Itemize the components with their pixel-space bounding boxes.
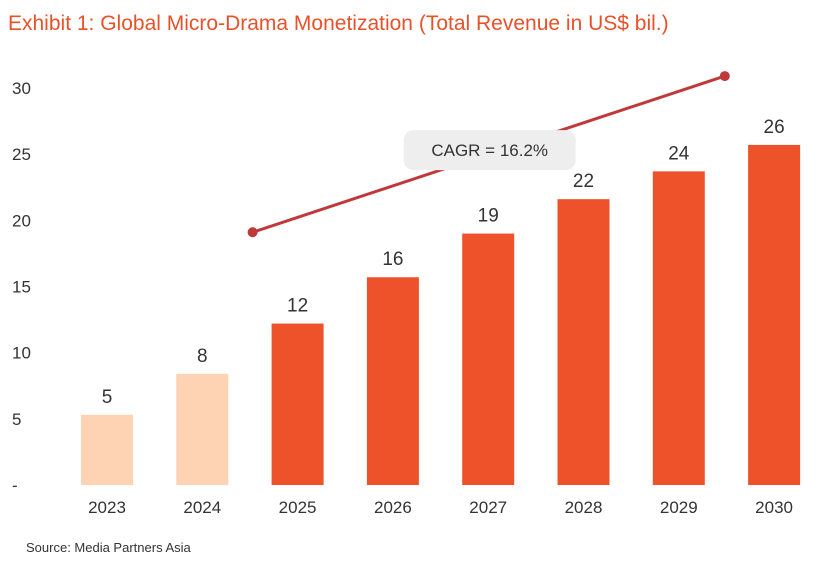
trend-start-marker [247, 227, 258, 238]
x-tick-label: 2024 [183, 498, 221, 517]
x-tick-label: 2028 [565, 498, 603, 517]
x-tick-label: 2026 [374, 498, 412, 517]
source-note: Source: Media Partners Asia [26, 540, 191, 555]
x-tick-label: 2029 [660, 498, 698, 517]
cagr-label: CAGR = 16.2% [431, 141, 548, 160]
data-label-2023: 5 [102, 387, 113, 408]
data-label-2028: 22 [573, 171, 594, 192]
y-tick-label: 10 [12, 344, 31, 363]
cagr-trend: CAGR = 16.2% [247, 71, 730, 238]
y-tick-label: 15 [12, 278, 31, 297]
cagr-label-box [403, 130, 576, 171]
trend-end-marker [719, 71, 730, 82]
x-tick-label: 2023 [88, 498, 126, 517]
chart-title: Exhibit 1: Global Micro-Drama Monetizati… [8, 12, 669, 35]
bar-2030 [748, 144, 801, 486]
data-label-2029: 24 [668, 143, 690, 164]
bar-2028 [557, 199, 610, 485]
y-tick-label: 25 [12, 145, 31, 164]
y-tick-label: 20 [12, 211, 31, 230]
x-tick-label: 2025 [279, 498, 317, 517]
x-tick-label: 2030 [755, 498, 793, 517]
data-label-2024: 8 [197, 346, 208, 367]
data-labels: 5 8 12 16 19 22 24 26 [102, 117, 785, 408]
bar-2024 [176, 373, 229, 485]
bar-2029 [652, 171, 705, 485]
bar-2027 [462, 233, 515, 485]
data-label-2025: 12 [287, 296, 308, 317]
y-tick-label: - [12, 476, 18, 495]
bar-2025 [271, 323, 324, 485]
bars [81, 144, 801, 486]
bar-2023 [81, 414, 133, 485]
y-tick-label: 5 [12, 410, 21, 429]
x-axis: 2023 2024 2025 2026 2027 2028 2029 2030 [88, 498, 793, 517]
x-tick-label: 2027 [469, 498, 507, 517]
data-label-2030: 26 [764, 117, 785, 138]
data-label-2027: 19 [478, 206, 499, 227]
data-label-2026: 16 [382, 249, 403, 270]
y-tick-label: 30 [12, 79, 31, 98]
y-axis: - 5 10 15 20 25 30 [12, 79, 31, 495]
bar-2026 [366, 277, 419, 485]
